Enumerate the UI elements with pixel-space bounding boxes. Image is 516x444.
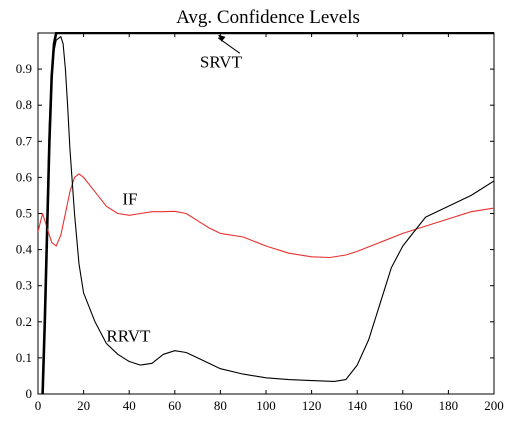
y-tick-label: 0.7 [16,133,33,148]
x-tick-label: 120 [302,398,322,413]
y-tick-label: 0.9 [16,61,32,76]
x-tick-label: 40 [123,398,136,413]
annotation-rrvt: RRVT [106,327,151,346]
x-tick-label: 0 [35,398,42,413]
x-tick-label: 140 [347,398,367,413]
y-tick-label: 0.1 [16,350,32,365]
x-tick-label: 20 [77,398,90,413]
series-line-if [38,173,494,259]
annotation-srvt: SRVT [200,52,243,71]
series-line-rrvt [42,36,494,394]
y-tick-label: 0.8 [16,97,32,112]
x-tick-label: 160 [393,398,413,413]
y-tick-label: 0.5 [16,206,32,221]
x-tick-label: 60 [168,398,181,413]
x-tick-label: 180 [439,398,459,413]
y-tick-label: 0 [26,386,33,401]
annotation-if: IF [122,189,137,208]
x-tick-label: 80 [214,398,227,413]
y-tick-label: 0.6 [16,169,33,184]
y-tick-label: 0.2 [16,314,32,329]
chart-title: Avg. Confidence Levels [176,7,360,28]
x-tick-label: 200 [484,398,504,413]
plot-area: 0 20 40 60 80 100 120 140 160 180 200 0 0.1 0.2 0.3 0.4… [16,32,504,413]
x-tick-label: 100 [256,398,276,413]
y-tick-label: 0.3 [16,278,32,293]
annotation-arrow-head [218,34,226,42]
y-tick-label: 0.4 [16,242,33,257]
